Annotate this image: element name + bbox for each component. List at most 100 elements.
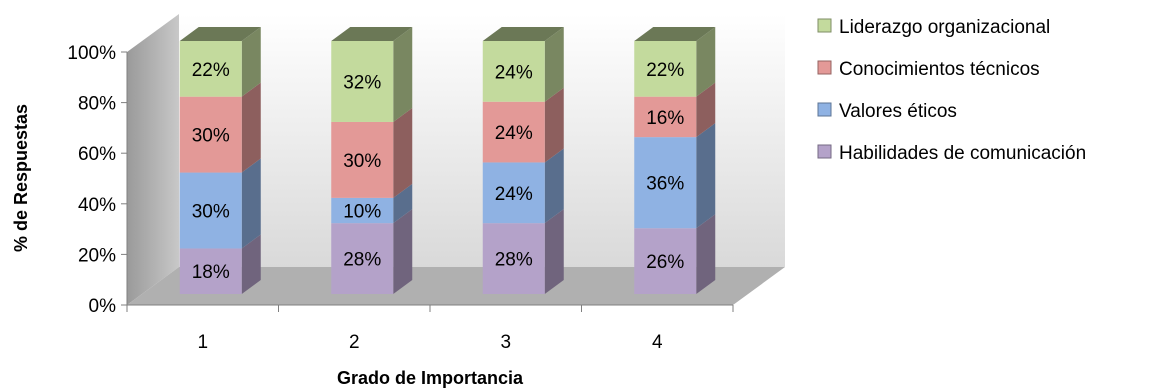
bar-side-face [241,234,261,294]
y-axis-title: % de Respuestas [11,104,31,252]
bar-top-face [634,27,716,41]
bar-side-face [393,27,413,122]
legend-label: Valores éticos [839,101,957,122]
bar-segment: 30% [179,82,261,173]
bar-front-face [482,41,545,102]
bar-segment: 24% [482,87,564,163]
x-axis-ticks: 1 2 3 4 [126,305,734,353]
bar-front-face [331,121,394,198]
x-axis-title: Grado de Importancia [337,368,524,388]
y-tick-label: 20% [78,245,116,266]
bar-front-face [634,96,697,138]
bar-front-face [482,162,545,224]
y-tick-label: 80% [78,94,116,115]
data-label: 28% [343,250,381,271]
bar-front-face [179,41,242,97]
x-tick-label: 1 [197,332,208,353]
bar-segment: 26% [634,214,716,294]
data-label: 24% [495,184,533,205]
bar-segment: 24% [482,27,564,102]
data-label: 26% [646,252,684,273]
bar-side-face [696,27,716,97]
bar-side-face [393,107,413,198]
legend-label: Liderazgo organizacional [839,17,1050,38]
bar-side-face [544,209,564,294]
bar-side-face [241,27,261,97]
bar-front-face [179,96,242,173]
data-label: 22% [646,60,684,81]
legend-swatch [817,60,832,75]
legend-swatch [817,102,832,117]
data-label: 16% [646,108,684,129]
data-label: 30% [192,202,230,223]
data-label: 18% [192,262,230,283]
data-label: 24% [495,123,533,144]
bar-segment: 28% [331,209,413,294]
bar-side-face [393,183,413,224]
bar-side-face [544,148,564,224]
bar-stacks: 18% 30% 30% 22% 28% 10% 30% 32% 28% 24% 24% 24% 26% 3… [179,27,716,294]
bar-front-face [331,41,394,122]
bar-segment: 28% [482,209,564,294]
data-label: 22% [192,60,230,81]
legend-swatch [817,18,832,33]
chart-side-wall [127,14,179,305]
data-label: 30% [343,151,381,172]
x-tick-label: 2 [349,332,360,353]
y-axis-ticks: 0% 20% 40% 60% 80% 100% [67,43,127,317]
bar-side-face [696,214,716,294]
bar-segment: 22% [634,27,716,97]
bar-front-face [179,172,242,249]
bar-segment: 30% [179,158,261,249]
bar-side-face [393,209,413,294]
bar-segment: 24% [482,148,564,224]
bar-segment: 16% [634,82,716,138]
bar-stack-4: 26% 36% 16% 22% [634,27,716,294]
bar-segment: 22% [179,27,261,97]
bar-segment: 32% [331,27,413,122]
legend-label: Habilidades de comunicación [839,143,1086,164]
bar-side-face [696,82,716,138]
data-label: 32% [343,72,381,93]
legend-item: Liderazgo organizacional [817,17,1050,38]
y-tick-label: 0% [89,296,117,317]
x-tick-label: 4 [652,332,663,353]
legend-item: Habilidades de comunicación [817,143,1086,164]
bar-segment: 30% [331,107,413,198]
legend-label: Conocimientos técnicos [839,59,1040,80]
bar-front-face [331,197,394,224]
bar-front-face [634,228,697,294]
bar-segment: 36% [634,123,716,229]
bar-stack-3: 28% 24% 24% 24% [482,27,564,294]
bar-stack-1: 18% 30% 30% 22% [179,27,261,294]
bar-side-face [544,27,564,102]
bar-stack-2: 28% 10% 30% 32% [331,27,413,294]
bar-side-face [241,158,261,249]
y-tick-label: 40% [78,195,116,216]
x-tick-label: 3 [500,332,511,353]
bar-front-face [634,137,697,229]
bar-segment: 18% [179,234,261,294]
bar-front-face [482,223,545,294]
bar-front-face [331,223,394,294]
data-label: 10% [343,202,381,223]
data-label: 36% [646,174,684,195]
bar-side-face [241,82,261,173]
bar-top-face [179,27,261,41]
bar-segment: 10% [331,183,413,224]
legend-item: Valores éticos [817,101,957,122]
legend-item: Conocimientos técnicos [817,59,1040,80]
bar-side-face [544,87,564,163]
y-tick-label: 100% [67,43,116,64]
bar-front-face [482,101,545,163]
bar-top-face [331,27,413,41]
bar-side-face [696,123,716,229]
data-label: 28% [495,250,533,271]
legend-swatch [817,144,832,159]
data-label: 24% [495,62,533,83]
bar-top-face [482,27,564,41]
bar-front-face [634,41,697,97]
y-tick-label: 60% [78,144,116,165]
